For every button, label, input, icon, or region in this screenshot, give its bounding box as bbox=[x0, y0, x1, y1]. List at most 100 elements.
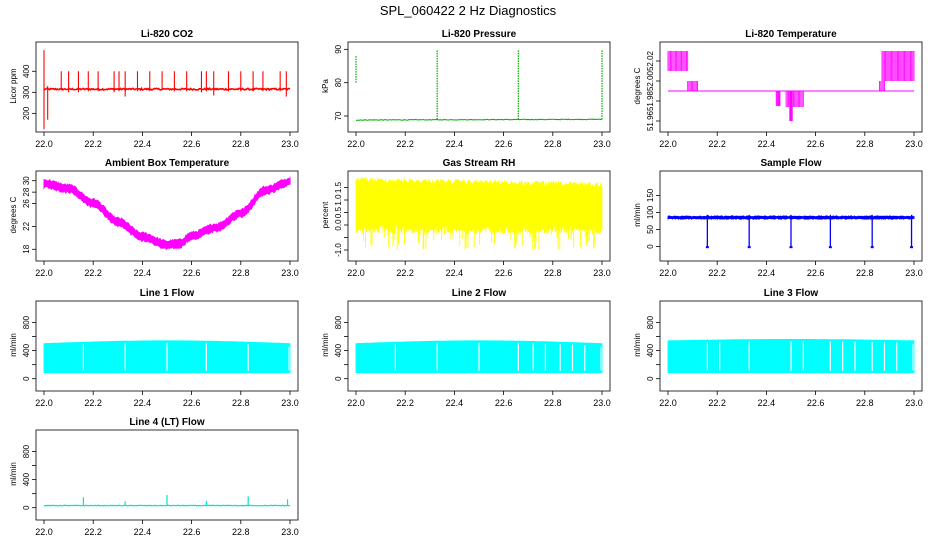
x-tick-label: 23.0 bbox=[593, 268, 611, 278]
x-tick-label: 22.8 bbox=[544, 398, 562, 408]
x-tick-label: 22.6 bbox=[183, 268, 201, 278]
x-tick-label: 22.4 bbox=[134, 139, 152, 149]
x-tick-label: 22.8 bbox=[232, 139, 250, 149]
x-tick-label: 22.2 bbox=[84, 139, 102, 149]
x-tick-label: 22.0 bbox=[659, 268, 677, 278]
chart-panel: Line 3 Flow 22.0 22.2 22.4 22.6 22.8 23.0 0 400 8… bbox=[633, 288, 923, 408]
y-tick-label: 22 bbox=[22, 221, 31, 230]
y-tick-label: 800 bbox=[646, 315, 655, 329]
x-tick-label: 22.6 bbox=[183, 527, 201, 537]
chart-title: Line 4 (LT) Flow bbox=[129, 417, 205, 428]
y-tick-label: 90 bbox=[334, 44, 343, 53]
chart-panel: Li-820 Pressure 22.0 22.2 22.4 22.6 22.8 23.0 7… bbox=[321, 29, 611, 149]
x-tick-label: 22.6 bbox=[495, 398, 513, 408]
page-title: SPL_060422 2 Hz Diagnostics bbox=[379, 3, 557, 18]
plot-frame bbox=[347, 170, 611, 262]
x-tick-label: 22.8 bbox=[232, 398, 250, 408]
x-tick-label: 22.4 bbox=[446, 268, 464, 278]
y-axis-label: percent bbox=[321, 201, 330, 228]
y-axis-label: ml/min bbox=[9, 333, 18, 357]
y-axis-label: degrees C bbox=[633, 67, 642, 104]
y-axis-label: degrees C bbox=[9, 196, 18, 233]
x-tick-label: 22.2 bbox=[708, 139, 726, 149]
y-tick-label: 400 bbox=[334, 343, 343, 357]
x-tick-label: 22.4 bbox=[758, 398, 776, 408]
x-tick-label: 22.2 bbox=[84, 268, 102, 278]
plot-frame bbox=[659, 300, 923, 392]
y-tick-label: 26 bbox=[22, 199, 31, 208]
y-tick-label: 400 bbox=[22, 343, 31, 357]
x-tick-label: 22.8 bbox=[544, 139, 562, 149]
y-axis-label: ml/min bbox=[9, 462, 18, 486]
y-axis-label: Licor ppm bbox=[9, 68, 18, 103]
y-axis-label: ml/min bbox=[633, 203, 642, 227]
x-tick-label: 23.0 bbox=[281, 527, 299, 537]
y-tick-label: 800 bbox=[22, 444, 31, 458]
chart-panel: Sample Flow 22.0 22.2 22.4 22.6 22.8 23.0 0 50 10… bbox=[633, 158, 923, 278]
x-tick-label: 22.8 bbox=[232, 527, 250, 537]
chart-panel: Li-820 CO2 22.0 22.2 22.4 22.6 22.8 23.0 200 300… bbox=[9, 29, 299, 149]
x-tick-label: 23.0 bbox=[593, 398, 611, 408]
x-tick-label: 22.8 bbox=[856, 398, 874, 408]
x-tick-label: 22.2 bbox=[84, 398, 102, 408]
x-tick-label: 23.0 bbox=[593, 139, 611, 149]
chart-title: Li-820 Pressure bbox=[442, 29, 517, 40]
y-tick-label: 400 bbox=[646, 343, 655, 357]
series-band bbox=[355, 176, 603, 235]
y-tick-label: 50 bbox=[646, 224, 655, 233]
x-tick-label: 22.4 bbox=[446, 139, 464, 149]
x-tick-label: 22.0 bbox=[347, 398, 365, 408]
x-tick-label: 22.2 bbox=[708, 268, 726, 278]
y-axis-label: ml/min bbox=[321, 333, 330, 357]
chart-title: Sample Flow bbox=[760, 158, 821, 169]
x-tick-label: 22.8 bbox=[856, 268, 874, 278]
chart-panel: Gas Stream RH 22.0 22.2 22.4 22.6 22.8 23.0 -1.… bbox=[321, 158, 611, 278]
x-tick-label: 22.0 bbox=[347, 268, 365, 278]
x-tick-label: 22.8 bbox=[232, 268, 250, 278]
x-tick-label: 22.4 bbox=[134, 398, 152, 408]
plot-frame bbox=[35, 170, 299, 262]
plot-frame bbox=[347, 41, 611, 133]
y-tick-label: 70 bbox=[334, 111, 343, 120]
x-tick-label: 22.0 bbox=[347, 139, 365, 149]
plot-frame bbox=[35, 41, 299, 133]
plot-frame bbox=[347, 300, 611, 392]
chart-title: Ambient Box Temperature bbox=[105, 158, 230, 169]
x-tick-label: 22.2 bbox=[396, 139, 414, 149]
x-tick-label: 22.4 bbox=[758, 268, 776, 278]
plot-frame bbox=[659, 41, 923, 133]
y-tick-label: -1.0 bbox=[334, 243, 343, 257]
x-tick-label: 22.0 bbox=[659, 398, 677, 408]
x-tick-label: 22.2 bbox=[708, 398, 726, 408]
x-tick-label: 23.0 bbox=[905, 398, 923, 408]
x-tick-label: 22.6 bbox=[807, 268, 825, 278]
x-tick-label: 23.0 bbox=[905, 268, 923, 278]
y-tick-label: 52.02 bbox=[646, 50, 655, 71]
x-tick-label: 22.8 bbox=[544, 268, 562, 278]
chart-title: Line 2 Flow bbox=[452, 288, 507, 299]
y-tick-label: 51.98 bbox=[646, 90, 655, 111]
x-tick-label: 22.0 bbox=[659, 139, 677, 149]
x-tick-label: 23.0 bbox=[281, 139, 299, 149]
x-tick-label: 22.4 bbox=[134, 268, 152, 278]
chart-panel: Line 1 Flow 22.0 22.2 22.4 22.6 22.8 23.0 0 400 8… bbox=[9, 288, 299, 408]
x-tick-label: 22.4 bbox=[446, 398, 464, 408]
y-tick-label: 200 bbox=[22, 106, 31, 120]
chart-panel: Ambient Box Temperature 22.0 22.2 22.4 22.6 2… bbox=[9, 158, 299, 278]
y-tick-label: 1.0 bbox=[334, 194, 343, 206]
chart-title: Li-820 CO2 bbox=[141, 29, 194, 40]
y-tick-label: 400 bbox=[22, 472, 31, 486]
x-tick-label: 23.0 bbox=[281, 398, 299, 408]
x-tick-label: 23.0 bbox=[905, 139, 923, 149]
plot-frame bbox=[35, 300, 299, 392]
x-tick-label: 22.2 bbox=[396, 398, 414, 408]
x-tick-label: 22.6 bbox=[807, 398, 825, 408]
x-tick-label: 22.0 bbox=[35, 398, 53, 408]
y-axis-label: ml/min bbox=[633, 333, 642, 357]
y-tick-label: 0 bbox=[22, 505, 31, 510]
y-tick-label: 300 bbox=[22, 85, 31, 99]
y-tick-label: 52.00 bbox=[646, 70, 655, 91]
x-tick-label: 23.0 bbox=[281, 268, 299, 278]
y-tick-label: 0.5 bbox=[334, 206, 343, 218]
